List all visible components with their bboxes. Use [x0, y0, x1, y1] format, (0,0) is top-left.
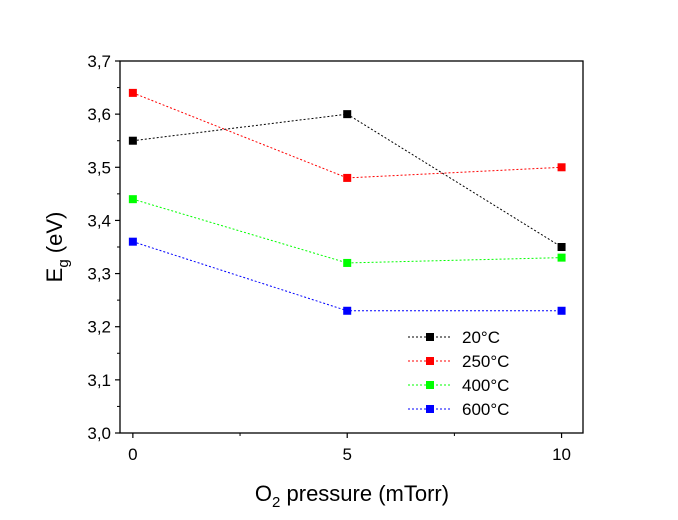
series-1: [128, 88, 566, 182]
y-axis-title: Eg (eV): [42, 212, 72, 283]
series-line: [132, 113, 562, 248]
x-axis-title-rest: pressure (mTorr): [280, 481, 449, 506]
series-3: [128, 237, 566, 315]
data-point: [128, 237, 137, 246]
x-tick-label: 0: [128, 445, 137, 464]
y-axis: 3,0 3,1 3,2 3,3 3,4 3,5 3,6 3,7: [87, 52, 120, 443]
legend-marker: [426, 405, 434, 413]
y-tick-label: 3,6: [87, 105, 111, 124]
x-axis-title-sub: 2: [272, 494, 280, 511]
data-point: [343, 306, 352, 315]
legend-item: 20°C: [408, 328, 500, 347]
y-tick-label: 3,5: [87, 158, 111, 177]
data-point: [557, 163, 566, 172]
series-line: [132, 92, 562, 179]
data-point: [128, 195, 137, 204]
y-tick-label: 3,1: [87, 371, 111, 390]
x-axis-title-main: O: [255, 481, 272, 506]
series-2: [128, 195, 566, 267]
y-tick-label: 3,4: [87, 211, 111, 230]
data-point: [557, 306, 566, 315]
y-tick-label: 3,2: [87, 318, 111, 337]
x-tick-label: 5: [342, 445, 351, 464]
series-line: [132, 198, 562, 264]
series-0: [128, 110, 566, 251]
legend-label: 400°C: [462, 376, 509, 395]
x-axis: 0 5 10: [128, 433, 571, 464]
legend-item: 400°C: [408, 376, 509, 395]
legend-item: 600°C: [408, 400, 509, 419]
data-point: [557, 243, 566, 251]
x-axis-title: O2 pressure (mTorr): [255, 481, 449, 511]
legend-label: 250°C: [462, 352, 509, 371]
data-point: [128, 136, 137, 145]
legend-item: 250°C: [408, 352, 509, 371]
data-point: [128, 88, 137, 97]
legend-label: 20°C: [462, 328, 500, 347]
legend-marker: [426, 333, 434, 341]
y-tick-label: 3,3: [87, 265, 111, 284]
legend-label: 600°C: [462, 400, 509, 419]
series-layer: [128, 88, 566, 315]
data-point: [343, 258, 352, 267]
legend-marker: [426, 357, 434, 365]
y-axis-title-main: E: [42, 268, 67, 283]
y-axis-title-rest: (eV): [42, 212, 67, 260]
y-tick-label: 3,7: [87, 52, 111, 71]
data-point: [343, 110, 352, 119]
y-tick-label: 3,0: [87, 424, 111, 443]
data-point: [557, 253, 566, 262]
legend: 20°C 250°C 400°C 600°C: [408, 328, 509, 419]
legend-marker: [426, 381, 434, 389]
y-axis-title-sub: g: [55, 259, 72, 267]
series-line: [132, 241, 562, 312]
x-tick-label: 10: [552, 445, 571, 464]
data-point: [343, 173, 352, 182]
